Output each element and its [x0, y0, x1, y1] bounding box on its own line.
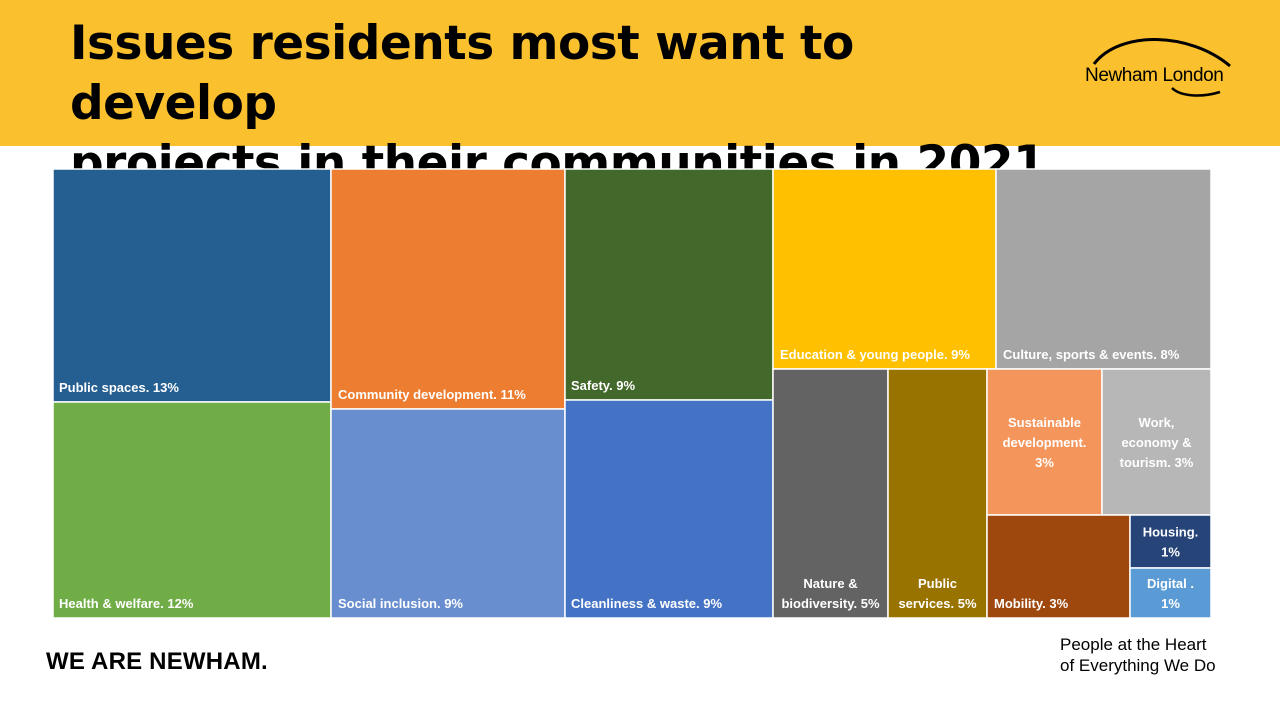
footer-tagline: People at the Heart of Everything We Do [1060, 634, 1260, 676]
treemap-tile: Health & welfare. 12% [52, 401, 332, 619]
logo-text: Newham London [1085, 65, 1224, 86]
treemap-tile-label-line: 1% [1161, 545, 1180, 560]
treemap-tile-rect [1129, 567, 1212, 619]
treemap-tile-rect [330, 408, 566, 619]
treemap-tile-label-line: Public spaces. 13% [59, 380, 179, 395]
treemap-tile: Education & young people. 9% [772, 168, 997, 370]
treemap-tile-label: Work, economy & tourism. 3% [1120, 415, 1194, 470]
footer-tagline-line-2: of Everything We Do [1060, 656, 1216, 675]
title-line-1: Issues residents most want to develop [70, 16, 854, 131]
treemap-tile-label-line: biodiversity. 5% [781, 596, 879, 611]
header-banner: Issues residents most want to develop pr… [0, 0, 1280, 191]
treemap-tile-label-line: 3% [1035, 455, 1054, 470]
treemap-tile-rect [1129, 514, 1212, 569]
treemap-tile-label-line: Social inclusion. 9% [338, 596, 463, 611]
treemap-tile: Work, economy & tourism. 3% [1101, 368, 1212, 516]
treemap-tile: Sustainable development. 3% [986, 368, 1103, 516]
treemap-tile-rect [887, 368, 988, 619]
treemap-tile-rect [52, 401, 332, 619]
treemap-tile-label: Safety. 9% [571, 378, 636, 393]
treemap-tile-label-line: Education & young people. 9% [780, 347, 970, 362]
treemap-tile-label-line: Sustainable [1008, 415, 1081, 430]
treemap-tile-label-line: Work, [1139, 415, 1175, 430]
treemap-tile: Community development. 11% [330, 168, 566, 410]
treemap-tile-rect [564, 168, 774, 401]
treemap-tile-label-line: Digital . [1147, 576, 1194, 591]
treemap-tile-rect [995, 168, 1212, 370]
treemap-tile-label-line: Health & welfare. 12% [59, 596, 194, 611]
treemap-tile: Safety. 9% [564, 168, 774, 401]
treemap-tile: Mobility. 3% [986, 514, 1131, 619]
treemap-tile: Digital . 1% [1129, 567, 1212, 619]
treemap-tile-label-line: tourism. 3% [1120, 455, 1194, 470]
treemap-tile-rect [772, 368, 889, 619]
treemap-tile-rect [564, 399, 774, 619]
treemap-tile-label-line: development. [1003, 435, 1087, 450]
treemap-tile: Public services. 5% [887, 368, 988, 619]
treemap-tile-label-line: services. 5% [898, 596, 977, 611]
treemap-tile-label-line: economy & [1121, 435, 1191, 450]
treemap-tile-label: Social inclusion. 9% [338, 596, 463, 611]
footer-tagline-line-1: People at the Heart [1060, 635, 1207, 654]
logo-swoosh-icon [1092, 38, 1231, 97]
treemap-tile-rect [330, 168, 566, 410]
treemap-tile-label: Public services. 5% [898, 576, 977, 611]
treemap-tile-label-line: Safety. 9% [571, 378, 636, 393]
treemap-tile-label: Culture, sports & events. 8% [1003, 347, 1180, 362]
treemap-tile-label-line: Culture, sports & events. 8% [1003, 347, 1180, 362]
treemap-tile-label-line: Nature & [803, 576, 857, 591]
treemap-tile-label-line: Mobility. 3% [994, 596, 1069, 611]
treemap-tile-label: Cleanliness & waste. 9% [571, 596, 722, 611]
newham-london-logo: Newham London [1080, 36, 1240, 106]
treemap-tile-label-line: Public [918, 576, 957, 591]
treemap-tile-rect [986, 368, 1103, 516]
treemap-tile-label: Education & young people. 9% [780, 347, 970, 362]
footer-slogan: WE ARE NEWHAM. [46, 648, 268, 675]
treemap-tile-label-line: Community development. 11% [338, 387, 526, 402]
treemap-tile-label: Sustainable development. 3% [1003, 415, 1087, 470]
treemap-tile-rect [1101, 368, 1212, 516]
treemap-tile: Cleanliness & waste. 9% [564, 399, 774, 619]
treemap-tile: Social inclusion. 9% [330, 408, 566, 619]
treemap-tile-label: Digital . 1% [1147, 576, 1194, 611]
treemap-tile-label-line: 1% [1161, 596, 1180, 611]
treemap-tile: Public spaces. 13% [52, 168, 332, 403]
treemap-tile-label: Health & welfare. 12% [59, 596, 194, 611]
treemap-tile-label: Housing. 1% [1143, 525, 1199, 560]
treemap-tile-rect [52, 168, 332, 403]
treemap-tile: Culture, sports & events. 8% [995, 168, 1212, 370]
treemap-tile-rect [772, 168, 997, 370]
treemap-tile-label-line: Housing. [1143, 525, 1199, 540]
treemap-tile-label-line: Cleanliness & waste. 9% [571, 596, 722, 611]
treemap-tile-label: Public spaces. 13% [59, 380, 179, 395]
treemap-tile: Nature & biodiversity. 5% [772, 368, 889, 619]
treemap-tile-label: Community development. 11% [338, 387, 526, 402]
treemap-tile: Housing. 1% [1129, 514, 1212, 569]
treemap-tile-rect [986, 514, 1131, 619]
treemap-tile-label: Mobility. 3% [994, 596, 1069, 611]
treemap-tile-label: Nature & biodiversity. 5% [781, 576, 879, 611]
